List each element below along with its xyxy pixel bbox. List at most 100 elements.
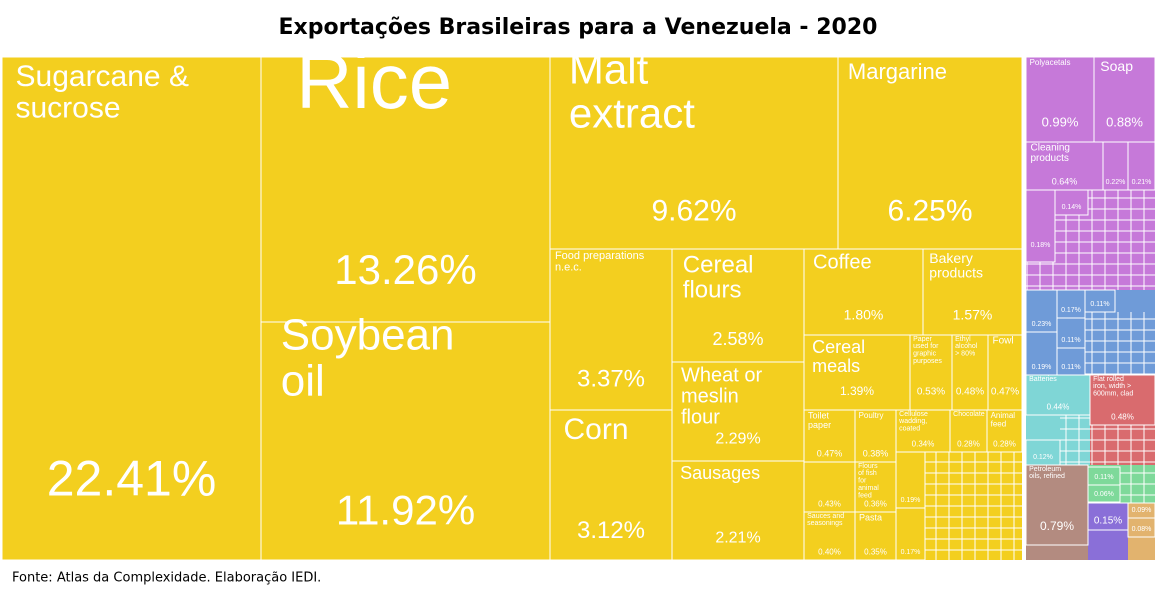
chart-title: Exportações Brasileiras para a Venezuela…: [279, 15, 878, 40]
tile-value-label: 0.19%: [901, 497, 921, 504]
tile-value-label: 0.40%: [818, 548, 841, 557]
tile: [986, 409, 1023, 453]
tile: [1025, 464, 1089, 546]
tile-value-label: 6.25%: [887, 195, 972, 228]
tile-label: Polyacetals: [1030, 58, 1071, 67]
tile-value-label: 1.39%: [840, 384, 874, 398]
tile-label: Batteries: [1029, 376, 1057, 383]
tile-value-label: 0.09%: [1132, 507, 1152, 514]
tile-label: Malt extract: [569, 46, 695, 137]
tile: [1025, 439, 1061, 466]
tile: [549, 409, 673, 561]
tile: [1087, 484, 1121, 503]
tile-label: Sausages: [680, 463, 760, 483]
tile-value-label: 11.92%: [336, 487, 475, 534]
tile-label: Animal feed: [991, 411, 1018, 428]
tile: [671, 460, 805, 561]
tile-label: Coffee: [813, 251, 872, 273]
tile-value-label: 0.23%: [1032, 321, 1052, 328]
tile-value-label: 0.53%: [917, 386, 945, 397]
tile-value-label: 0.21%: [1132, 179, 1152, 186]
tile-label: Flours of fish for animal feed: [858, 463, 881, 499]
tile-value-label: 0.99%: [1042, 115, 1079, 130]
tile-label: Poultry: [859, 411, 884, 420]
tile: [1089, 374, 1155, 426]
tile: [1025, 289, 1058, 333]
tile-value-label: 0.11%: [1094, 474, 1113, 481]
tile-value-label: 2.29%: [715, 430, 760, 447]
tile-value-label: 0.43%: [818, 500, 841, 509]
tile-label: Cellulose wadding, coated: [898, 411, 930, 433]
tile-value-label: 0.35%: [864, 548, 887, 557]
tile-value-label: 0.28%: [993, 440, 1016, 449]
tile: [1056, 317, 1086, 349]
tile-value-label: 0.12%: [1033, 454, 1053, 461]
source-note: Fonte: Atlas da Complexidade. Elaboração…: [12, 571, 321, 586]
tile-value-label: 0.14%: [1062, 204, 1082, 211]
tile: [1056, 289, 1086, 319]
tile-label: Margarine: [848, 59, 947, 84]
tile-value-label: 0.17%: [1061, 307, 1081, 314]
tile-value-label: 9.62%: [651, 195, 736, 228]
tile-value-label: 0.08%: [1132, 526, 1152, 533]
tile-value-label: 0.11%: [1090, 301, 1109, 308]
tile-value-label: 0.11%: [1061, 364, 1080, 371]
tile-label: Cleaning products: [1031, 143, 1073, 165]
tile-label: Soap: [1100, 58, 1133, 74]
tile-label: Rice: [296, 37, 452, 125]
tile-label: Paper used for graphic purposes: [913, 336, 942, 365]
tile-label: Fowl: [993, 336, 1014, 347]
tile-value-label: 0.47%: [991, 386, 1019, 397]
tile-value-label: 0.22%: [1106, 179, 1126, 186]
tile: [1025, 141, 1104, 191]
tile-label: Cereal meals: [812, 337, 870, 376]
tile-label: Pasta: [859, 513, 882, 523]
tile-value-label: 2.58%: [712, 329, 763, 349]
tile: [549, 56, 839, 250]
tile-label: Toilet paper: [808, 411, 832, 430]
tile-value-label: 0.15%: [1094, 515, 1122, 526]
tile-value-label: 0.34%: [912, 440, 935, 449]
tile-value-label: 0.79%: [1040, 519, 1074, 533]
tile-label: Chocolate: [953, 411, 985, 418]
tile: [260, 56, 551, 323]
tile: [803, 511, 856, 561]
tile: [1025, 374, 1091, 416]
tile-label: Sugarcane & sucrose: [16, 60, 198, 125]
tile-label: Food preparations n.e.c.: [555, 250, 647, 274]
tile: [922, 248, 1023, 336]
tile-value-label: 2.21%: [715, 529, 760, 546]
region-grid: [1090, 425, 1155, 465]
tile-value-label: 1.57%: [953, 306, 993, 322]
tile: [1, 56, 262, 561]
tile-value-label: 1.80%: [844, 306, 884, 322]
tile: [895, 507, 926, 561]
tile: [1025, 189, 1056, 263]
region-grid: [1085, 312, 1155, 375]
tile-label: Soybean oil: [281, 311, 467, 406]
tile-value-label: 0.17%: [901, 549, 921, 556]
tile: [1127, 517, 1155, 538]
tile-value-label: 0.47%: [817, 448, 843, 458]
tile: [1054, 189, 1089, 216]
region-grid: [1120, 465, 1155, 503]
tile: [260, 321, 551, 561]
tile-label: Wheat or meslin flour: [681, 364, 768, 428]
tile: [1102, 141, 1129, 191]
tile-value-label: 3.37%: [577, 366, 645, 393]
tile: [987, 334, 1023, 411]
tile-value-label: 0.44%: [1047, 403, 1070, 412]
tile: [803, 409, 856, 463]
tile-value-label: 0.88%: [1106, 115, 1143, 130]
tile: [1127, 141, 1155, 191]
tile-label: Bakery products: [929, 250, 983, 281]
tile: [1056, 347, 1086, 376]
tile-value-label: 0.48%: [956, 386, 984, 397]
tile-value-label: 22.41%: [47, 451, 217, 507]
tile-value-label: 0.06%: [1094, 491, 1114, 498]
tile-value-label: 0.28%: [957, 440, 980, 449]
tile-label: Flat rolled iron, width > 600mm, clad: [1093, 376, 1133, 398]
tile-label: Corn: [564, 413, 629, 446]
tile-value-label: 0.19%: [1032, 364, 1052, 371]
